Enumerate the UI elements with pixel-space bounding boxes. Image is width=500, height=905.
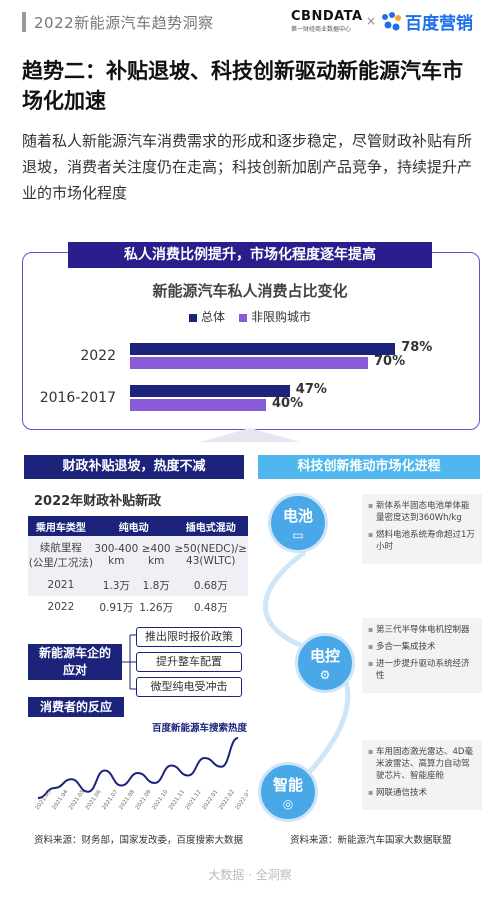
tech-item: 燃料电池系统寿命超过1万小时 [368, 529, 476, 553]
chart-title: 新能源汽车私人消费占比变化 [152, 282, 348, 300]
tech-item: 新体系半固态电池单体能量密度达到360Wh/kg [368, 500, 476, 524]
tech-item: 进一步提升驱动系统经济性 [368, 658, 476, 682]
tech-circle-smart: 智能 ◎ [258, 762, 318, 822]
subsidy-banner: 财政补贴退坡，热度不减 [24, 455, 244, 479]
bar-value-label: 78% [401, 340, 433, 355]
steering-icon: ◎ [282, 797, 294, 811]
category-label: 2022 [80, 348, 116, 364]
tech-label: 电池 [282, 507, 313, 525]
baidu-logo-text: 百度营销 [405, 14, 473, 34]
battery-icon: ▭ [292, 528, 304, 542]
trend-date-label: 2021.12 [185, 789, 203, 811]
tech-item: 车用固态激光雷达、4D毫米波雷达、高算力自动驾驶芯片、智能座舱 [368, 746, 476, 782]
trend-date-label: 2022.02 [218, 789, 236, 811]
tech-banner: 科技创新推动市场化进程 [258, 455, 480, 479]
tech-circle-battery: 电池 ▭ [268, 493, 328, 553]
baidu-logo: 百度营销 [380, 9, 473, 34]
subsidy-subtitle: 2022年财政补贴新政 [34, 494, 162, 509]
bar-value-label: 70% [374, 354, 406, 369]
trend-chart-title: 百度新能源车搜索热度 [152, 723, 248, 734]
table-header: 乘用车类型 [28, 516, 94, 536]
footer-tagline: 大数据 · 全洞察 [208, 868, 292, 882]
tech-item: 网联通信技术 [368, 787, 476, 799]
automaker-response-label: 新能源车企的 应对 [28, 644, 122, 680]
category-label: 2016-2017 [39, 390, 116, 406]
legend-item-overall: 总体 [188, 308, 225, 325]
chart-legend: 总体 非限购城市 [0, 308, 500, 325]
tech-label: 电控 [309, 647, 340, 665]
table-cell: 续航里程 (公里/工况法) [28, 536, 94, 574]
intro-paragraph: 随着私人新能源汽车消费需求的形成和逐步稳定，尽管财政补贴有所退坡，消费者关注度仍… [22, 132, 473, 202]
bar-value-label: 40% [272, 396, 304, 411]
table-row: 2021 1.3万 1.8万 0.68万 [28, 574, 248, 596]
subsidy-table: 乘用车类型 纯电动 插电式混动 续航里程 (公里/工况法) 300-400 km… [28, 516, 248, 618]
table-cell: 300-400 km [93, 536, 139, 574]
trend-line [37, 737, 239, 799]
page-header: 2022新能源汽车趋势洞察 [0, 0, 500, 44]
tech-panel-controller: 第三代半导体电机控制器 多合一集成技术 进一步提升驱动系统经济性 [362, 618, 482, 693]
trend-date-label: 2022.01 [201, 789, 219, 811]
cbndata-logo-subtext: 第一财经商业数据中心 [291, 26, 352, 33]
policy-item: 提升整车配置 [136, 652, 242, 672]
header-title: 2022新能源汽车趋势洞察 [34, 13, 214, 32]
bar-value-label: 47% [295, 382, 327, 397]
right-source-note: 资料来源：新能源汽车国家大数据联盟 [290, 835, 452, 846]
panel-connector [200, 428, 300, 442]
page-title: 趋势二：补贴退坡、科技创新驱动新能源汽车市场化加速 [22, 59, 463, 113]
legend-label-unrestricted: 非限购城市 [251, 310, 312, 324]
header-accent-bar [22, 12, 26, 32]
trend-date-label: 2021.11 [168, 789, 186, 811]
cbndata-logo-text: CBNDATA [291, 9, 363, 24]
policy-connector [122, 634, 136, 690]
legend-item-unrestricted: 非限购城市 [239, 308, 311, 325]
trend-date-label: 2022.03 [235, 789, 248, 811]
tech-panel-smart: 车用固态激光雷达、4D毫米波雷达、高算力自动驾驶芯片、智能座舱 网联通信技术 [362, 740, 482, 810]
table-cell: 1.8万 [138, 574, 174, 596]
private-consumption-banner: 私人消费比例提升，市场化程度逐年提高 [68, 242, 432, 268]
consumer-reaction-label: 消费者的反应 [28, 697, 124, 717]
bar [130, 385, 290, 397]
table-header: 纯电动 [93, 516, 174, 536]
table-cell: 0.48万 [193, 601, 228, 614]
policy-item: 微型纯电受冲击 [136, 677, 242, 697]
table-row: 续航里程 (公里/工况法) 300-400 km ≥400 km ≥50(NED… [28, 536, 248, 574]
table-cell: 2022 [47, 601, 75, 613]
table-header: 插电式混动 [173, 516, 248, 536]
table-cell: ≥50(NEDC)/≥ 43(WLTC) [173, 536, 248, 574]
table-cell: 1.3万 [93, 574, 139, 596]
baidu-logo-icon [382, 11, 401, 30]
controller-icon: ⚙ [319, 668, 331, 682]
bar [130, 343, 396, 355]
table-cell: 0.91万 [99, 601, 134, 614]
table-cell: 0.68万 [173, 574, 248, 596]
legend-label-overall: 总体 [200, 310, 225, 324]
tech-panel-battery: 新体系半固态电池单体能量密度达到360Wh/kg 燃料电池系统寿命超过1万小时 [362, 494, 482, 564]
bar [130, 399, 266, 411]
tech-item: 多合一集成技术 [368, 641, 476, 653]
table-cell: 2021 [28, 574, 94, 596]
tech-circle-controller: 电控 ⚙ [295, 633, 355, 693]
tech-item: 第三代半导体电机控制器 [368, 624, 476, 636]
logo-separator: × [366, 14, 377, 28]
table-cell: 1.26万 [139, 601, 174, 614]
legend-swatch-unrestricted [239, 313, 247, 322]
search-trend-chart: 2021.032021.042021.052021.062021.072021.… [35, 737, 248, 811]
table-row: 2022 0.91万 1.26万 0.48万 [28, 596, 248, 618]
policy-item: 推出限时报价政策 [136, 627, 242, 647]
table-cell: ≥400 km [138, 536, 174, 574]
bar [130, 357, 368, 369]
table-header-row: 乘用车类型 纯电动 插电式混动 [28, 516, 248, 536]
tech-label: 智能 [272, 776, 303, 794]
left-source-note: 资料来源：财务部，国家发改委，百度搜索大数据 [34, 835, 244, 846]
legend-swatch-overall [188, 313, 197, 322]
cbndata-logo: CBNDATA 第一财经商业数据中心 [291, 9, 363, 33]
